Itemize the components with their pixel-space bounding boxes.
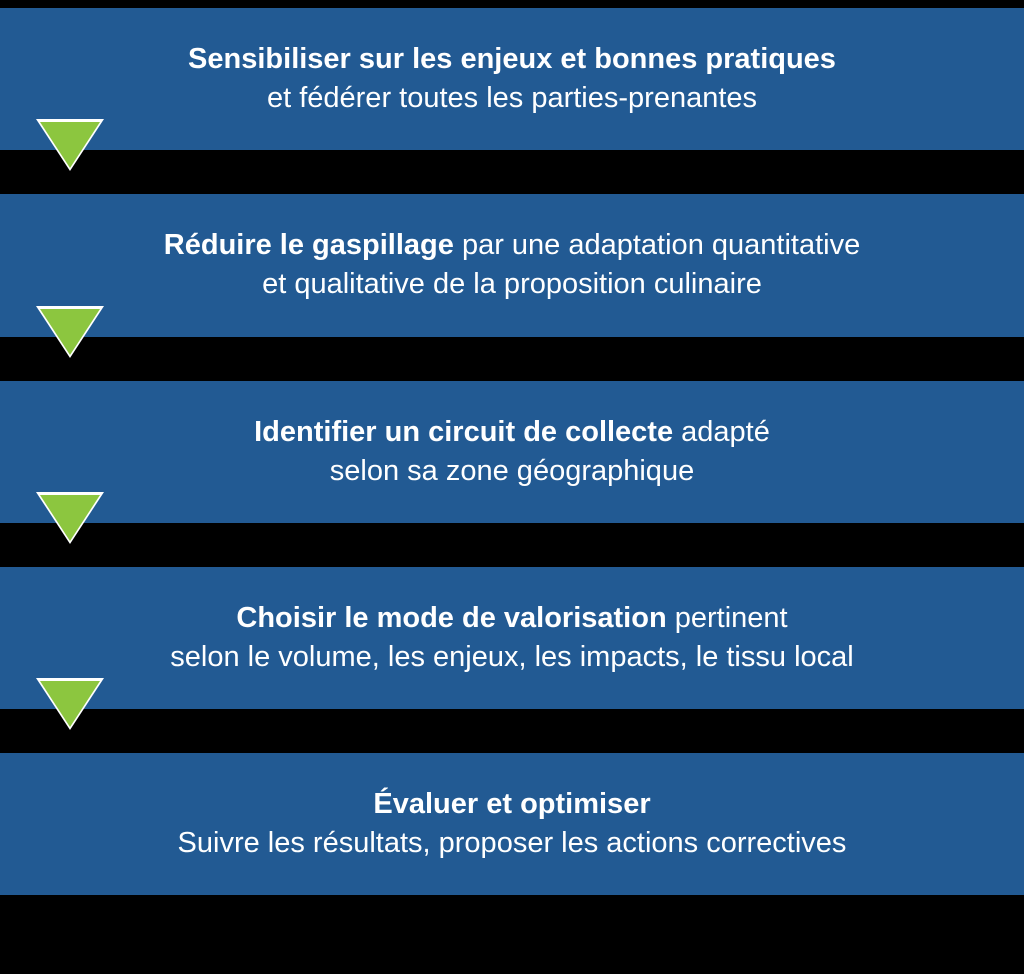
step-box-2: Réduire le gaspillage par une adaptation… — [0, 194, 1024, 336]
step-3-bold: Identifier un circuit de collecte — [254, 416, 673, 448]
arrow-down-icon — [40, 681, 100, 727]
step-5-bold: Évaluer et optimiser — [373, 788, 650, 820]
step-1-bold: Sensibiliser sur les enjeux et bonnes pr… — [188, 43, 836, 75]
gap-1 — [0, 150, 1024, 194]
step-2-bold: Réduire le gaspillage — [164, 229, 454, 261]
step-2-rest: par une adaptation quantitative — [454, 229, 860, 261]
step-box-1: Sensibiliser sur les enjeux et bonnes pr… — [0, 8, 1024, 150]
step-4-line1: Choisir le mode de valorisation pertinen… — [236, 599, 787, 638]
step-5-line1: Évaluer et optimiser — [373, 785, 650, 824]
step-3-line1: Identifier un circuit de collecte adapté — [254, 413, 770, 452]
step-4-bold: Choisir le mode de valorisation — [236, 602, 666, 634]
step-1-line1: Sensibiliser sur les enjeux et bonnes pr… — [188, 40, 836, 79]
step-box-5: Évaluer et optimiser Suivre les résultat… — [0, 753, 1024, 895]
top-spacer — [0, 0, 1024, 8]
step-2-line1: Réduire le gaspillage par une adaptation… — [164, 226, 860, 265]
gap-2 — [0, 337, 1024, 381]
step-2-line2: et qualitative de la proposition culinai… — [262, 265, 762, 304]
step-4-rest: pertinent — [667, 602, 788, 634]
step-5-line2: Suivre les résultats, proposer les actio… — [178, 824, 847, 863]
arrow-down-icon — [40, 495, 100, 541]
arrow-down-icon — [40, 309, 100, 355]
step-box-3: Identifier un circuit de collecte adapté… — [0, 381, 1024, 523]
gap-3 — [0, 523, 1024, 567]
flowchart-container: Sensibiliser sur les enjeux et bonnes pr… — [0, 0, 1024, 974]
step-box-4: Choisir le mode de valorisation pertinen… — [0, 567, 1024, 709]
gap-4 — [0, 709, 1024, 753]
step-3-line2: selon sa zone géographique — [330, 452, 694, 491]
arrow-down-icon — [40, 122, 100, 168]
step-4-line2: selon le volume, les enjeux, les impacts… — [170, 638, 853, 677]
step-3-rest: adapté — [673, 416, 770, 448]
step-1-line2: et fédérer toutes les parties-prenantes — [267, 79, 757, 118]
